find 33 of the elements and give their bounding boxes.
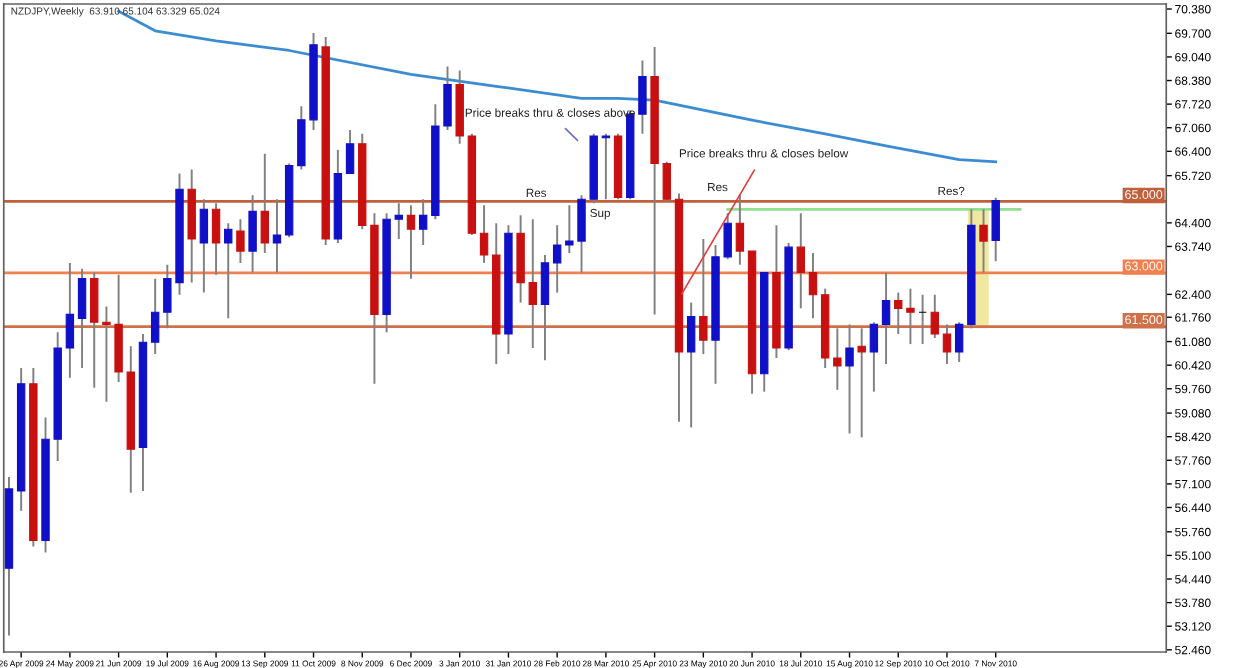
candlestick [601,132,611,201]
candlestick [954,321,964,363]
candlestick [479,204,489,264]
line-series [117,9,998,164]
candlestick [345,128,355,175]
candlestick [857,327,866,439]
candlestick [406,204,416,280]
candlestick [224,222,233,320]
candlestick [735,194,745,266]
candlestick [211,202,221,276]
candlestick [845,323,854,435]
candlestick [272,198,282,274]
candlestick [686,301,696,429]
candlestick [236,218,245,264]
candlestick [540,254,550,362]
candlestick [150,277,160,356]
candlestick [930,293,940,339]
candlestick [796,212,806,310]
candlestick [199,198,209,294]
candlestick [979,208,988,274]
candlestick [991,196,1000,263]
candlestick [699,237,708,356]
candlestick [77,267,87,370]
candlestick [869,321,879,393]
candlestick [418,198,428,246]
candlestick [833,327,842,391]
candlestick [260,152,269,254]
candlestick [552,224,562,294]
candlestick [881,271,891,366]
candlestick [65,261,75,379]
candlestick [942,323,952,366]
candlestick [248,194,257,274]
candlestick [808,251,818,320]
